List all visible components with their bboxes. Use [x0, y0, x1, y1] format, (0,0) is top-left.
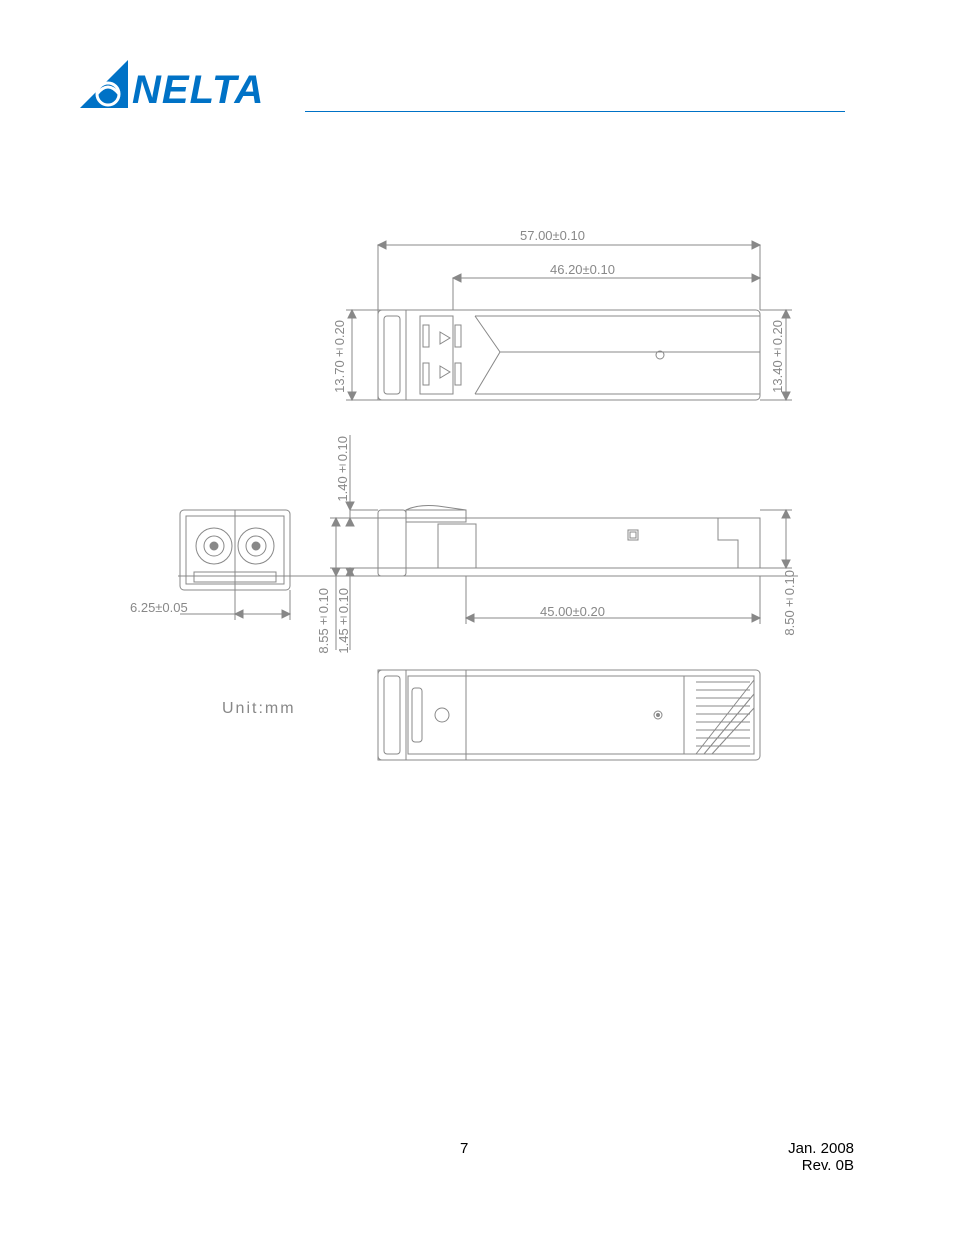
dim-right-h-top: 13.40±0.20 — [770, 320, 785, 393]
dim-mid-gap: 1.40±0.10 — [335, 436, 350, 502]
footer-page-number: 7 — [460, 1140, 468, 1157]
dim-left-h-top: 13.70±0.20 — [332, 320, 347, 393]
dim-top-outer: 57.00±0.10 — [520, 228, 585, 243]
dim-front-half: 6.25±0.05 — [130, 600, 188, 615]
brand-logo: NELTA — [80, 60, 300, 125]
dim-mid-right: 8.50±0.10 — [782, 570, 797, 636]
unit-label: Unit:mm — [222, 700, 296, 718]
dim-top-inner: 46.20±0.10 — [550, 262, 615, 277]
dim-mid-bottom: 45.00±0.20 — [540, 604, 605, 619]
brand-logo-text: NELTA — [132, 68, 264, 113]
dim-mid-left-b: 1.45±0.10 — [336, 588, 351, 654]
dim-mid-left-a: 8.55±0.10 — [316, 588, 331, 654]
page: NELTA — [0, 0, 954, 1235]
footer-date: Jan. 2008 — [788, 1140, 854, 1157]
footer-revision: Rev. 0B — [788, 1157, 854, 1174]
header-divider — [305, 111, 845, 112]
